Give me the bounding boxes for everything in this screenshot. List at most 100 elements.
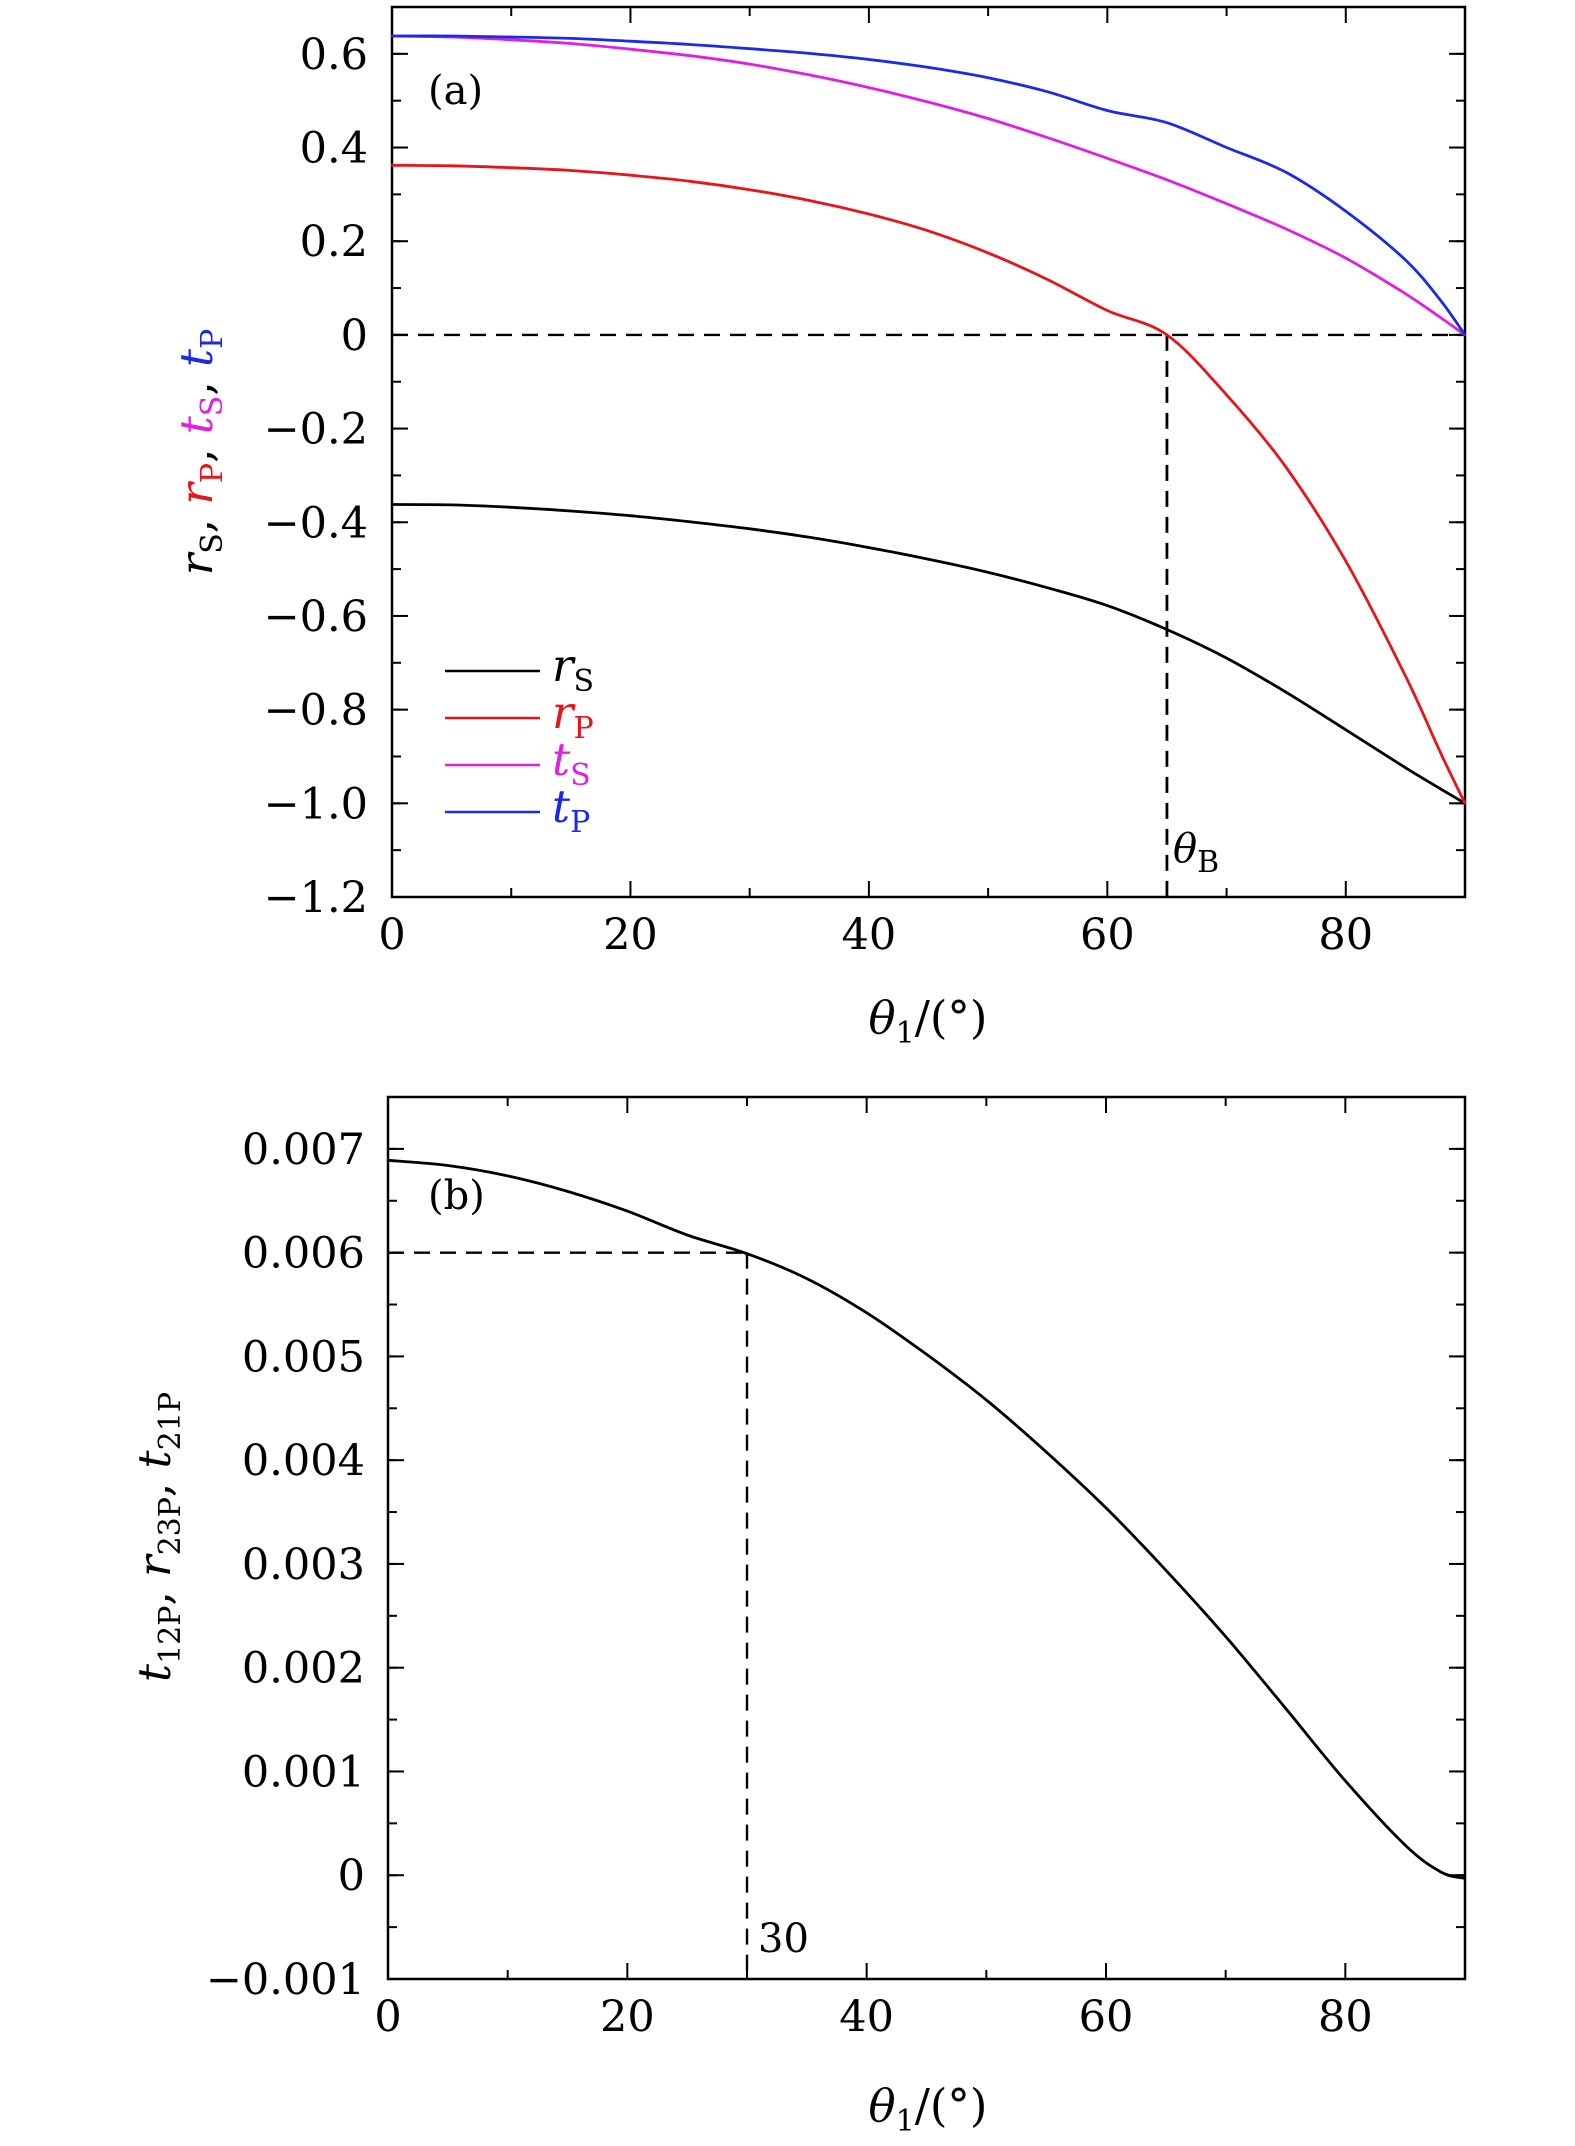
y-tick-label: 0.004 bbox=[242, 1436, 365, 1486]
plot-frame-a bbox=[390, 5, 1467, 899]
data-point-rP bbox=[1344, 559, 1348, 563]
y-tick-label: −0.6 bbox=[264, 592, 368, 642]
data-point-tS bbox=[748, 62, 751, 66]
legend: rS rP tS tP bbox=[445, 639, 594, 840]
data-point-rP bbox=[927, 229, 930, 233]
reference-lines-a bbox=[392, 333, 1465, 897]
y-tick-label: 0.002 bbox=[242, 1644, 365, 1694]
y-tick-label: 0.006 bbox=[242, 1229, 365, 1279]
data-point-tP bbox=[1046, 90, 1049, 94]
y-tick-label: −0.4 bbox=[264, 498, 368, 548]
panel-a: 0 20 40 60 80 0.6 0.4 0.2 0 −0.2 −0.4 −0.6 −0.8 −1.0 −… bbox=[170, 5, 1467, 1051]
data-point-rP bbox=[688, 180, 692, 183]
reference-lines-b bbox=[388, 1251, 749, 1979]
data-point-rP bbox=[569, 169, 572, 172]
data-point-tS bbox=[808, 73, 811, 77]
data-point-curve-b bbox=[865, 1311, 868, 1315]
y-tick-label: 0 bbox=[341, 311, 368, 361]
data-point-rS bbox=[927, 558, 930, 561]
data-point-curve-b bbox=[805, 1277, 808, 1280]
legend-label-rS: rS bbox=[552, 639, 594, 699]
y-axis-label-b: t12P, r23P, t21P bbox=[128, 1392, 188, 1682]
data-point-rP bbox=[986, 251, 990, 255]
data-point-tS bbox=[1440, 316, 1443, 320]
series-a bbox=[390, 34, 1467, 805]
y-tick-label: 0.001 bbox=[242, 1747, 365, 1797]
ticks-b: 0 20 40 60 80 0.007 0.006 0.005 0.004 0.003 0.002 0… bbox=[206, 1096, 1466, 2042]
x-tick-label: 0 bbox=[374, 1992, 401, 2042]
x-tick-label: 60 bbox=[1079, 1992, 1134, 2042]
data-point-curve-b bbox=[1164, 1569, 1168, 1572]
data-point-tS bbox=[510, 38, 513, 41]
data-point-rP bbox=[1285, 466, 1288, 469]
data-point-tS bbox=[1285, 227, 1288, 231]
data-point-curve-b bbox=[1439, 1870, 1443, 1874]
plot-frame-b bbox=[386, 1095, 1467, 1981]
data-point-curve-b bbox=[1045, 1450, 1048, 1454]
y-tick-label: −0.2 bbox=[264, 405, 368, 455]
y-axis-label-a: rS, rP, tS, tP bbox=[170, 329, 230, 576]
data-point-rP bbox=[1046, 278, 1049, 281]
data-point-curve-b bbox=[1404, 1843, 1407, 1847]
data-point-tS bbox=[1046, 136, 1049, 139]
legend-label-rP: rP bbox=[552, 686, 594, 746]
y-tick-label: −0.001 bbox=[206, 1955, 365, 2005]
annotation-symbol: θ bbox=[1173, 826, 1197, 872]
data-point-curve-b bbox=[1284, 1707, 1287, 1710]
data-point-tP bbox=[927, 66, 930, 69]
y-tick-label: 0.2 bbox=[300, 217, 368, 267]
data-point-tP bbox=[450, 34, 453, 38]
data-point-curve-b bbox=[446, 1164, 449, 1167]
data-point-tP bbox=[1106, 109, 1109, 112]
y-tick-label: 0.4 bbox=[300, 124, 368, 174]
data-point-curve-b bbox=[626, 1209, 629, 1213]
data-point-rP bbox=[510, 166, 513, 169]
data-point-rS bbox=[1165, 628, 1169, 631]
panel-b: 0 20 40 60 80 0.007 0.006 0.005 0.004 0.003 0.002 0… bbox=[128, 1095, 1467, 2139]
data-point-rS bbox=[1225, 656, 1228, 660]
data-point-rS bbox=[390, 503, 394, 506]
x-tick-label: 80 bbox=[1318, 1992, 1373, 2042]
data-point-curve-b bbox=[1224, 1635, 1227, 1638]
x-axis-label-b: θ1/(°) bbox=[869, 2079, 988, 2139]
y-tick-label: 0 bbox=[338, 1851, 365, 1901]
data-point-tP bbox=[1404, 258, 1407, 262]
data-point-rS bbox=[748, 527, 751, 530]
series-line-rS bbox=[391, 503, 1466, 805]
data-point-rS bbox=[867, 546, 871, 549]
series-line-rP bbox=[391, 163, 1467, 804]
brewster-angle-annotation: θB bbox=[1173, 826, 1219, 880]
data-point-tP bbox=[1285, 171, 1288, 174]
data-point-rP bbox=[808, 199, 811, 202]
annotation-subscript: B bbox=[1197, 845, 1219, 880]
data-point-rS bbox=[629, 514, 632, 517]
data-point-tP bbox=[808, 52, 811, 55]
data-point-rS bbox=[1344, 728, 1348, 731]
x-tick-label: 20 bbox=[600, 1992, 655, 2042]
panel-label-a: (a) bbox=[428, 68, 483, 114]
data-point-curve-b bbox=[985, 1398, 988, 1402]
data-point-curve-b bbox=[506, 1174, 509, 1178]
ticks-a: 0 20 40 60 80 0.6 0.4 0.2 0 −0.2 −0.4 −0.6 −0.8 −1.0 −… bbox=[264, 6, 1466, 960]
panel-label-b: (b) bbox=[428, 1173, 485, 1219]
data-point-tS bbox=[867, 86, 871, 89]
data-point-tS bbox=[629, 48, 632, 51]
y-tick-label: 0.6 bbox=[300, 30, 368, 80]
data-point-rS bbox=[450, 503, 453, 507]
data-point-rP bbox=[450, 164, 453, 167]
data-point-rP bbox=[1225, 393, 1228, 397]
data-point-tS bbox=[1404, 292, 1407, 295]
data-point-tP bbox=[1344, 210, 1348, 213]
data-point-curve-b bbox=[566, 1190, 569, 1193]
data-point-curve-b bbox=[1344, 1779, 1347, 1783]
data-point-rS bbox=[569, 509, 572, 513]
y-tick-label: −1.0 bbox=[264, 779, 368, 829]
data-point-curve-b bbox=[1104, 1506, 1108, 1510]
data-point-tS bbox=[927, 100, 930, 104]
data-point-tP bbox=[986, 76, 990, 79]
x-tick-label: 20 bbox=[603, 910, 658, 960]
data-point-tP bbox=[629, 40, 632, 43]
x-tick-label: 0 bbox=[378, 910, 405, 960]
data-point-tS bbox=[986, 117, 990, 120]
